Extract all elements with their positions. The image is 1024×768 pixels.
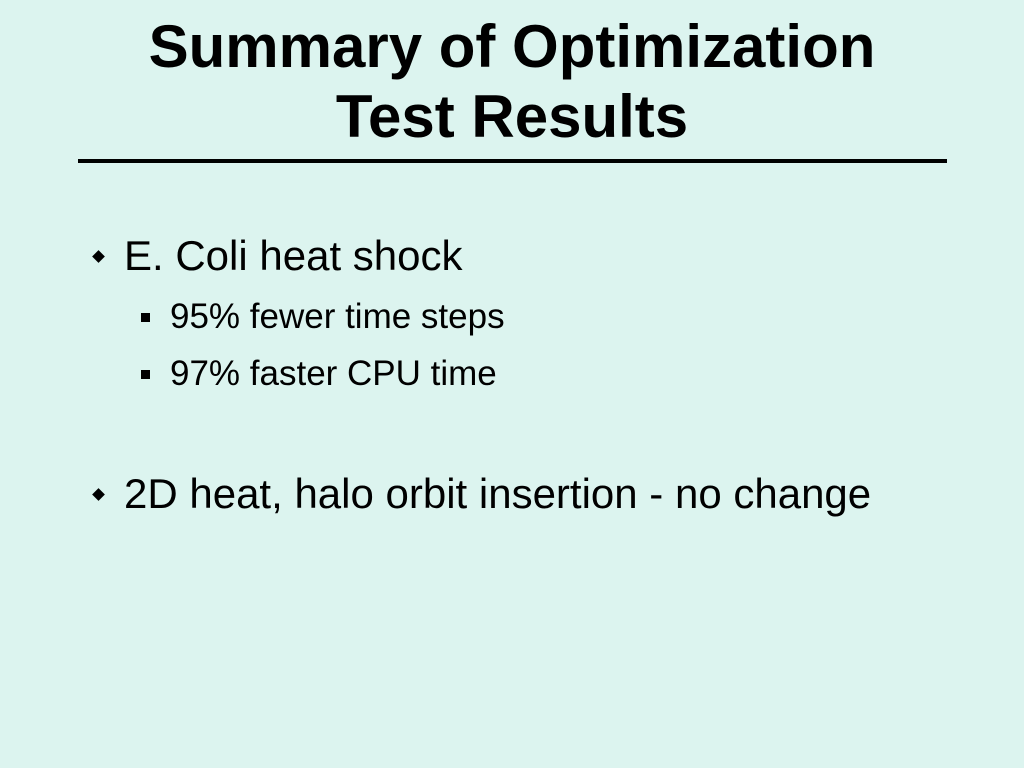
bullet-text: E. Coli heat shock xyxy=(124,232,463,279)
title-divider xyxy=(78,159,947,163)
sub-bullet-item: 97% faster CPU time xyxy=(141,354,497,394)
title-line-2: Test Results xyxy=(335,83,689,150)
diamond-bullet-icon xyxy=(92,487,105,501)
sub-bullet-item: 95% fewer time steps xyxy=(141,297,505,337)
slide-title: Summary of Optimization Test Results xyxy=(0,12,1024,152)
sub-bullet-text: 97% faster CPU time xyxy=(170,354,497,393)
bullet-text: 2D heat, halo orbit insertion - no chang… xyxy=(124,470,872,517)
bullet-item: 2D heat, halo orbit insertion - no chang… xyxy=(92,470,872,518)
sub-bullet-text: 95% fewer time steps xyxy=(170,297,505,336)
bullet-item: E. Coli heat shock xyxy=(92,232,463,280)
square-bullet-icon xyxy=(141,369,150,379)
square-bullet-icon xyxy=(141,312,150,322)
title-line-1: Summary of Optimization xyxy=(148,13,876,80)
diamond-bullet-icon xyxy=(92,249,105,263)
